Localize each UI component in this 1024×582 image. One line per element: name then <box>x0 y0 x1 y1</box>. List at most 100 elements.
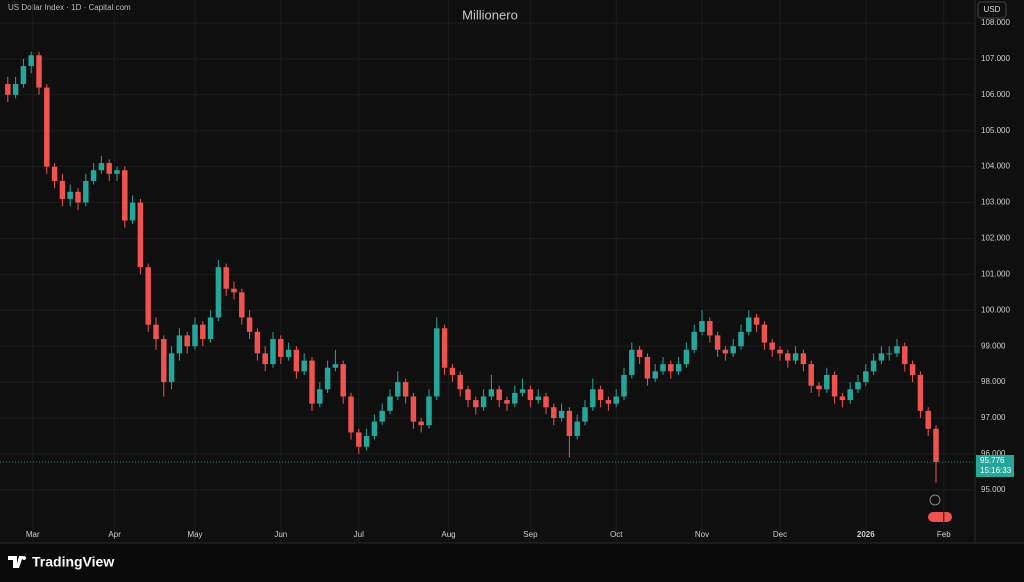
candle-body <box>800 353 807 365</box>
candle-body <box>28 55 34 67</box>
candle-body <box>933 428 939 462</box>
y-tick-label: 105.000 <box>981 126 1010 135</box>
candle-body <box>894 346 900 354</box>
x-tick-label: Feb <box>937 530 951 539</box>
y-tick-label: 107.000 <box>981 54 1010 63</box>
footer-bar <box>0 543 1024 582</box>
y-tick-label: 102.000 <box>981 234 1010 243</box>
candle-body <box>215 267 222 318</box>
candle-body <box>707 321 713 336</box>
alert-icons <box>928 494 952 522</box>
candle-body <box>59 181 66 199</box>
candle-body <box>644 356 651 379</box>
y-tick-label: 100.000 <box>981 305 1010 314</box>
candle-body <box>527 389 534 401</box>
candle-body <box>691 331 697 350</box>
candle-body <box>293 349 300 372</box>
x-tick-label: Jun <box>274 530 287 539</box>
candle-body <box>652 371 658 379</box>
candle-body <box>371 421 378 436</box>
candle-body <box>870 360 877 372</box>
candle-body <box>5 84 11 95</box>
candle-body <box>231 288 237 293</box>
candle-body <box>902 346 908 365</box>
candle-body <box>176 335 183 354</box>
candle-body <box>44 87 50 167</box>
candle-body <box>410 396 417 422</box>
candle-body <box>122 170 128 221</box>
candle-body <box>161 339 167 383</box>
candle-body <box>855 382 861 390</box>
brand: TradingView <box>8 554 114 570</box>
candle-body <box>434 328 440 397</box>
candle-body <box>395 382 401 397</box>
candle-body <box>917 374 924 411</box>
y-tick-label: 99.000 <box>981 341 1006 350</box>
y-tick-label: 97.000 <box>981 413 1006 422</box>
candle-body <box>558 410 565 419</box>
candle-body <box>488 389 495 397</box>
brand-name: TradingView <box>32 554 114 570</box>
lightning-icon[interactable] <box>929 494 941 506</box>
candle-body <box>621 374 627 397</box>
candle-body <box>925 410 931 429</box>
candle-body <box>746 317 752 332</box>
candle-body <box>441 328 448 368</box>
candle-body <box>270 339 276 365</box>
candle-body <box>566 410 573 436</box>
candle-body <box>168 353 175 383</box>
candle-body <box>839 396 846 401</box>
candle-body <box>348 396 354 433</box>
candle-body <box>317 389 323 404</box>
symbol-label: US Dollar Index · 1D · Capital.com <box>8 3 131 12</box>
candle-body <box>551 407 557 419</box>
currency-label[interactable]: USD <box>984 5 1001 14</box>
candle-body <box>909 364 916 375</box>
candle-body <box>254 331 261 354</box>
candle-body <box>12 84 19 95</box>
candle-body <box>340 364 346 397</box>
x-tick-label: Nov <box>695 530 709 539</box>
candle-body <box>200 324 206 340</box>
candle-body <box>675 364 682 372</box>
candle-body <box>629 349 635 375</box>
candle-body <box>785 353 791 361</box>
candles <box>0 51 975 483</box>
x-tick-label: Dec <box>773 530 787 539</box>
candle-body <box>590 389 596 408</box>
y-tick-label: 101.000 <box>981 269 1010 278</box>
candle-body <box>847 389 853 401</box>
candle-body <box>761 324 768 343</box>
watermark: Millionero <box>462 7 518 22</box>
x-tick-label: 2026 <box>857 530 875 539</box>
candle-body <box>597 389 604 401</box>
candle-body <box>714 335 721 350</box>
candle-body <box>262 353 268 365</box>
candle-body <box>722 349 729 354</box>
candle-body <box>613 396 619 404</box>
candle-body <box>457 374 463 390</box>
candle-body <box>512 392 518 404</box>
x-tick-label: Aug <box>441 530 455 539</box>
x-tick-label: Mar <box>26 530 40 539</box>
currency-button[interactable] <box>977 1 1007 19</box>
candle-body <box>831 374 838 397</box>
candle-body <box>730 346 736 354</box>
candle-body <box>605 400 612 404</box>
y-tick-label: 95.000 <box>981 485 1006 494</box>
x-tick-label: Oct <box>610 530 623 539</box>
candle-body <box>90 170 97 181</box>
x-tick-label: Apr <box>108 530 121 539</box>
candle-body <box>192 324 198 347</box>
candle-body <box>480 396 487 408</box>
candle-body <box>769 342 775 350</box>
candle-body <box>153 324 159 340</box>
axis-labels: 95.000 96.000 97.000 98.000 99.000 100.000 101… <box>26 18 1014 539</box>
event-badge[interactable] <box>928 512 952 522</box>
candle-body <box>808 364 814 386</box>
candle-body <box>753 317 760 325</box>
candle-body <box>285 349 292 357</box>
candle-body <box>473 400 479 408</box>
candle-body <box>129 202 136 221</box>
